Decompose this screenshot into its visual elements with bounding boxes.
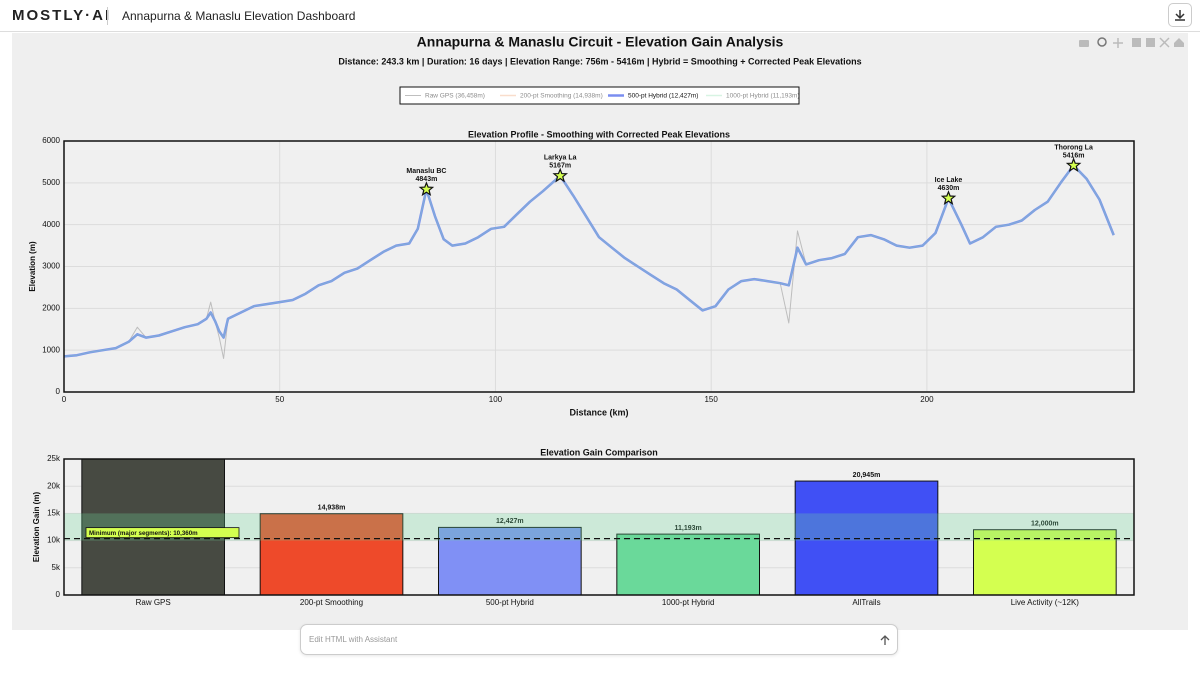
zoom-out-icon[interactable] <box>1146 38 1155 47</box>
reference-label: Minimum (major segments): 10,360m <box>89 530 198 537</box>
peak-name: Manaslu BC <box>406 168 446 175</box>
reset-icon[interactable] <box>1174 38 1184 47</box>
bar-value-label: 12,000m <box>1031 521 1059 528</box>
y-tick-label: 3000 <box>42 262 60 271</box>
x-tick-label: 100 <box>489 395 503 404</box>
x-tick-label: Live Activity (~12K) <box>1011 598 1080 607</box>
y-tick-label: 2000 <box>42 303 60 312</box>
bar-value-label: 12,427m <box>496 518 524 525</box>
bar-value-label: 20,945m <box>853 472 881 479</box>
dashboard-subtitle: Distance: 243.3 km | Duration: 16 days |… <box>338 56 861 66</box>
peak-marker <box>418 181 435 197</box>
legend-box <box>399 86 800 105</box>
x-tick-label: 150 <box>704 395 718 404</box>
peak-elevation: 5167m <box>549 163 571 170</box>
bar-value-label: 14,938m <box>318 505 346 512</box>
input-placeholder: Edit HTML with Assistant <box>309 635 398 644</box>
line-chart: 0 1000 2000 3000 4000 5000 6000 0 50 100 150 200 Ele… <box>28 129 1135 417</box>
plot-frame <box>63 458 1135 596</box>
x-tick-label: 1000-pt Hybrid <box>662 598 714 607</box>
bars <box>81 459 1117 595</box>
app-title: Annapurna & Manaslu Elevation Dashboard <box>122 9 356 23</box>
dashboard-title: Annapurna & Manaslu Circuit - Elevation … <box>417 34 784 50</box>
x-tick-label: 200 <box>920 395 934 404</box>
peak-marker <box>1065 157 1082 173</box>
target-band <box>64 513 1134 541</box>
bar <box>259 513 404 595</box>
pan-icon[interactable] <box>1113 38 1123 48</box>
peak-name: Ice Lake <box>935 177 963 184</box>
logo[interactable]: MOSTLY·AI <box>12 7 112 24</box>
x-tick-label: 200-pt Smoothing <box>300 598 363 607</box>
x-tick-label: 50 <box>275 395 284 404</box>
peak-marker <box>552 167 569 183</box>
y-tick-label: 5k <box>52 563 61 572</box>
download-icon[interactable] <box>1169 4 1191 26</box>
zoom-in-icon[interactable] <box>1132 38 1141 47</box>
legend: Raw GPS (36,458m) 200-pt Smoothing (14,93… <box>405 93 800 100</box>
y-tick-label: 20k <box>47 481 61 490</box>
y-tick-label: 15k <box>47 509 61 518</box>
y-tick-label: 0 <box>56 590 61 599</box>
bar-chart: 0 5k 10k 15k 20k 25k Elevation Gain Comparison… <box>32 447 1135 607</box>
y-tick-label: 0 <box>56 387 61 396</box>
send-icon[interactable] <box>879 634 891 646</box>
bar <box>794 480 939 595</box>
legend-label: 200-pt Smoothing (14,938m) <box>520 93 603 100</box>
plot-area <box>64 459 1134 595</box>
legend-label: Raw GPS (36,458m) <box>425 93 485 100</box>
download-button[interactable] <box>1168 3 1192 27</box>
app-header: MOSTLY·AI Annapurna & Manaslu Elevation … <box>0 0 1200 32</box>
bar <box>81 459 226 595</box>
plot-frame <box>63 140 1135 393</box>
y-tick-label: 25k <box>47 454 61 463</box>
autoscale-icon[interactable] <box>1159 37 1170 48</box>
assistant-input[interactable]: Edit HTML with Assistant <box>300 624 898 655</box>
zoom-icon[interactable] <box>1097 37 1107 47</box>
y-tick-label: 5000 <box>42 178 60 187</box>
x-tick-label: AllTrails <box>852 598 880 607</box>
y-axis-label: Elevation Gain (m) <box>32 492 41 563</box>
y-tick-label: 1000 <box>42 345 60 354</box>
legend-label: 1000-pt Hybrid (11,193m) <box>726 93 800 100</box>
chart-title: Elevation Profile - Smoothing with Corre… <box>468 129 730 139</box>
legend-label: 500-pt Hybrid (12,427m) <box>628 93 698 100</box>
chart-title: Elevation Gain Comparison <box>540 447 658 457</box>
modebar[interactable] <box>1079 37 1184 48</box>
x-tick-label: Raw GPS <box>136 598 171 607</box>
y-axis-label: Elevation (m) <box>28 241 37 292</box>
reference-label-box <box>85 527 240 539</box>
peak-elevation: 5416m <box>1063 152 1085 159</box>
y-tick-label: 4000 <box>42 220 60 229</box>
y-tick-label: 6000 <box>42 136 60 145</box>
x-tick-label: 0 <box>62 395 67 404</box>
bar <box>973 529 1117 595</box>
peak-elevation: 4843m <box>416 176 438 183</box>
y-tick-label: 10k <box>47 536 61 545</box>
peak-marker <box>940 190 957 205</box>
x-axis-label: Distance (km) <box>569 407 628 417</box>
x-tick-label: 500-pt Hybrid <box>486 598 534 607</box>
peak-elevation: 4630m <box>938 185 960 192</box>
bar <box>616 533 760 595</box>
peak-name: Larkya La <box>544 155 577 162</box>
separator <box>107 7 108 25</box>
bar-value-label: 11,193m <box>675 525 702 532</box>
camera-icon[interactable] <box>1079 40 1089 47</box>
peak-name: Thorong La <box>1054 144 1093 151</box>
